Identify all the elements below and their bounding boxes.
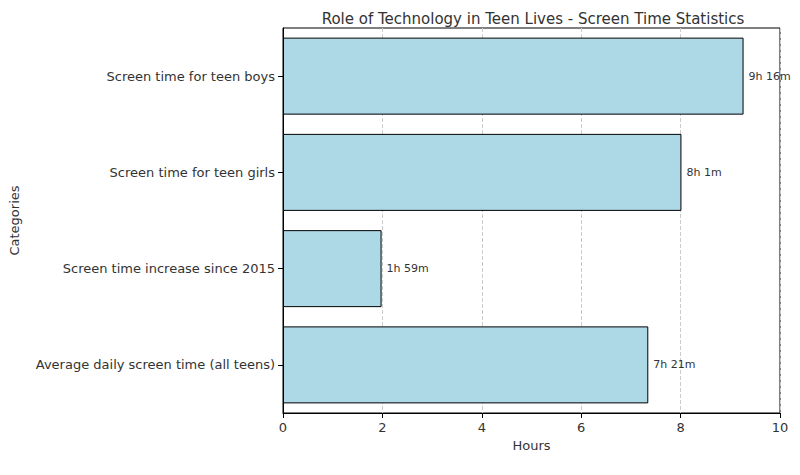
svg-text:7h 21m: 7h 21m [653, 358, 695, 371]
svg-text:Hours: Hours [512, 438, 550, 453]
svg-text:8: 8 [676, 420, 684, 435]
svg-text:Screen time for teen boys: Screen time for teen boys [107, 69, 276, 84]
svg-text:Role of Technology in Teen Liv: Role of Technology in Teen Lives - Scree… [322, 10, 745, 28]
svg-text:Average daily screen time (all: Average daily screen time (all teens) [36, 357, 275, 372]
svg-text:9h 16m: 9h 16m [749, 70, 791, 83]
svg-text:Categories: Categories [7, 185, 22, 255]
svg-text:Screen time for teen girls: Screen time for teen girls [110, 165, 276, 180]
svg-text:0: 0 [279, 420, 287, 435]
svg-text:4: 4 [478, 420, 486, 435]
svg-text:Screen time increase since 201: Screen time increase since 2015 [63, 261, 275, 276]
svg-text:2: 2 [378, 420, 386, 435]
svg-text:8h 1m: 8h 1m [686, 166, 721, 179]
svg-text:6: 6 [577, 420, 585, 435]
svg-text:10: 10 [772, 420, 789, 435]
svg-text:1h 59m: 1h 59m [387, 262, 429, 275]
